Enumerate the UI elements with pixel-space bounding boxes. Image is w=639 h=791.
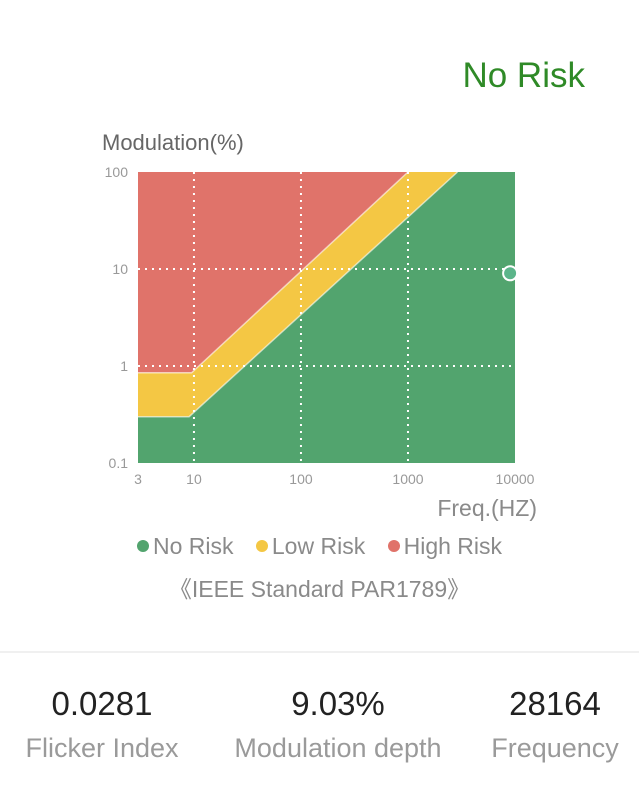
flicker-risk-chart: Modulation(%) 3 10 100 1000 10000 0.1 1 10 100 F… <box>102 130 537 521</box>
stat-value: 28164 <box>509 685 601 722</box>
green-dot-icon <box>136 540 149 552</box>
legend-label: Low Risk <box>271 533 366 559</box>
legend-no-risk: No Risk <box>136 533 234 559</box>
x-tick-label: 10000 <box>496 471 535 487</box>
stat-label: Flicker Index <box>25 733 179 763</box>
x-tick-label: 10 <box>186 471 202 487</box>
legend-low-risk: Low Risk <box>255 533 366 559</box>
y-tick-label: 100 <box>105 164 129 180</box>
stat-modulation-depth: 9.03% Modulation depth <box>234 685 441 764</box>
legend-label: No Risk <box>152 533 234 559</box>
stat-flicker-index: 0.0281 Flicker Index <box>25 685 178 764</box>
stat-value: 9.03% <box>291 685 385 722</box>
measurement-point <box>502 265 519 282</box>
stat-label: Modulation depth <box>234 733 442 763</box>
low-high-boundary <box>138 171 409 374</box>
legend: No Risk Low Risk High Risk <box>0 533 639 560</box>
red-dot-icon <box>387 540 400 552</box>
legend-high-risk: High Risk <box>387 533 503 559</box>
x-tick-label: 100 <box>289 471 313 487</box>
stat-label: Frequency <box>491 733 619 763</box>
legend-label: High Risk <box>403 533 503 559</box>
y-axis-title: Modulation(%) <box>102 130 244 155</box>
risk-status: No Risk <box>462 56 585 95</box>
standard-reference: 《IEEE Standard PAR1789》 <box>168 576 471 602</box>
stat-frequency: 28164 Frequency <box>491 685 619 764</box>
no-low-boundary <box>138 171 459 418</box>
y-tick-label: 0.1 <box>109 455 129 471</box>
x-tick-label: 1000 <box>392 471 423 487</box>
x-axis-title: Freq.(HZ) <box>437 495 537 521</box>
x-tick-label: 3 <box>134 471 142 487</box>
stat-value: 0.0281 <box>51 685 153 722</box>
y-tick-label: 1 <box>120 358 128 374</box>
yellow-dot-icon <box>255 540 268 552</box>
y-tick-label: 10 <box>112 261 128 277</box>
divider <box>0 651 639 653</box>
no-risk-region <box>138 172 515 463</box>
